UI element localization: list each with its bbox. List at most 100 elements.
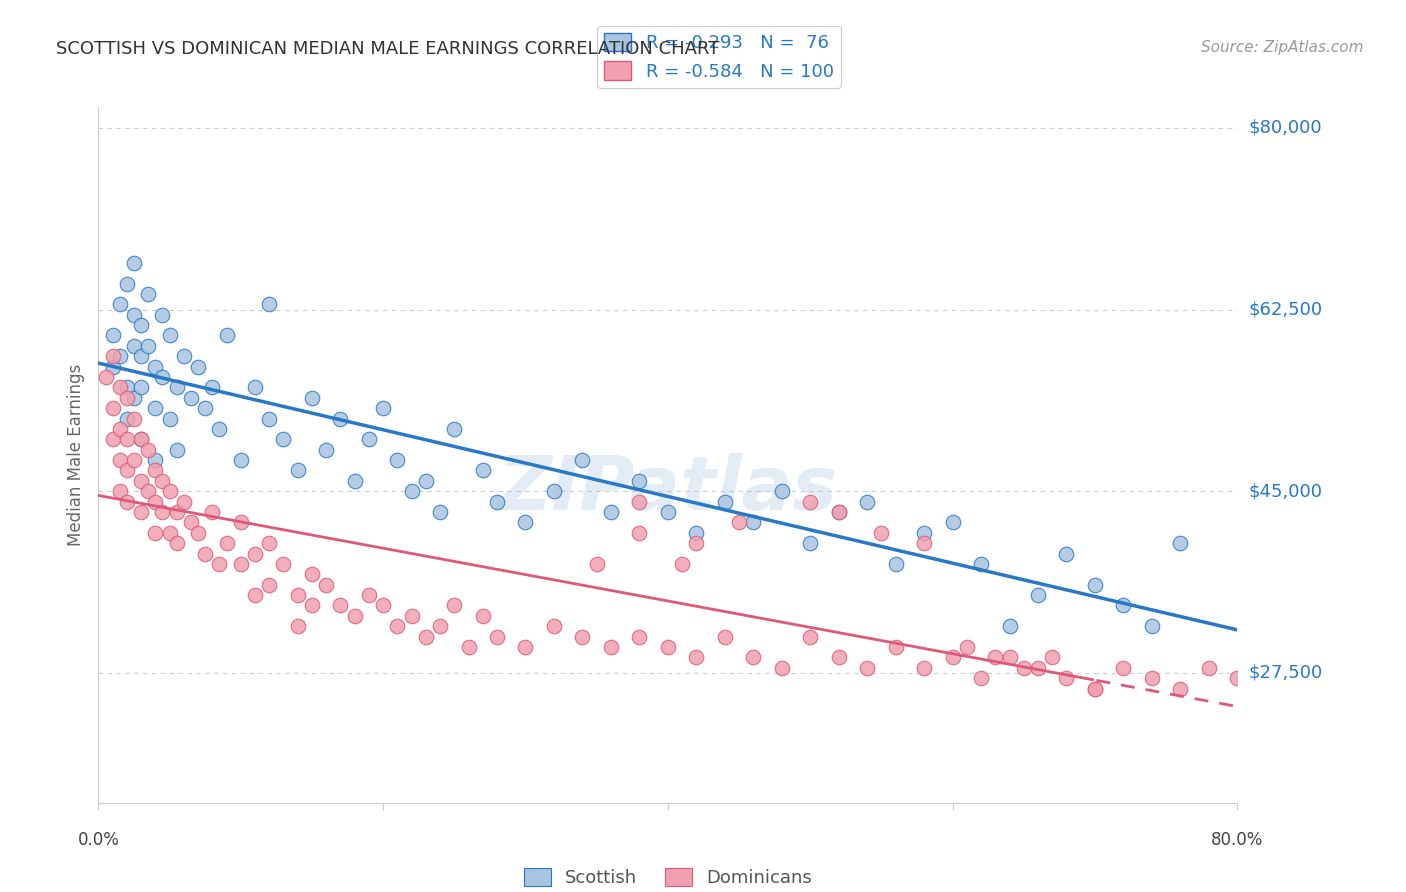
Point: [129, 505, 152, 519]
Point: [685, 536, 707, 550]
Point: [401, 608, 423, 623]
Point: [1026, 588, 1049, 602]
Point: [600, 640, 623, 654]
Point: [145, 525, 167, 540]
Point: [912, 661, 935, 675]
Point: [115, 463, 138, 477]
Point: [180, 516, 202, 530]
Text: 80.0%: 80.0%: [1211, 830, 1264, 848]
Point: [443, 599, 465, 613]
Point: [742, 650, 765, 665]
Point: [1112, 599, 1135, 613]
Point: [229, 557, 252, 571]
Point: [173, 494, 195, 508]
Point: [166, 380, 188, 394]
Point: [443, 422, 465, 436]
Point: [243, 547, 266, 561]
Point: [429, 619, 451, 633]
Point: [115, 411, 138, 425]
Point: [166, 442, 188, 457]
Point: [1056, 547, 1078, 561]
Point: [145, 463, 167, 477]
Point: [770, 661, 793, 675]
Point: [287, 588, 309, 602]
Point: [108, 297, 131, 311]
Point: [543, 484, 565, 499]
Point: [101, 401, 124, 416]
Text: $45,000: $45,000: [1249, 483, 1323, 500]
Point: [129, 349, 152, 363]
Point: [187, 525, 209, 540]
Point: [1170, 536, 1192, 550]
Point: [671, 557, 693, 571]
Point: [159, 484, 181, 499]
Point: [259, 578, 281, 592]
Point: [998, 650, 1021, 665]
Point: [1012, 661, 1035, 675]
Point: [912, 525, 935, 540]
Point: [628, 474, 651, 488]
Point: [243, 588, 266, 602]
Point: [685, 525, 707, 540]
Y-axis label: Median Male Earnings: Median Male Earnings: [66, 364, 84, 546]
Point: [373, 401, 395, 416]
Point: [657, 505, 679, 519]
Point: [101, 328, 124, 343]
Point: [129, 474, 152, 488]
Point: [115, 494, 138, 508]
Point: [329, 411, 352, 425]
Point: [357, 433, 380, 447]
Point: [471, 608, 494, 623]
Point: [101, 433, 124, 447]
Point: [387, 619, 409, 633]
Point: [108, 380, 131, 394]
Point: [1140, 619, 1163, 633]
Point: [970, 671, 993, 685]
Point: [129, 433, 152, 447]
Point: [229, 516, 252, 530]
Point: [1056, 671, 1078, 685]
Point: [956, 640, 979, 654]
Point: [1140, 671, 1163, 685]
Point: [152, 308, 174, 322]
Text: ZIPatlas: ZIPatlas: [498, 453, 838, 526]
Point: [122, 256, 145, 270]
Point: [145, 453, 167, 467]
Point: [628, 525, 651, 540]
Point: [159, 411, 181, 425]
Point: [115, 277, 138, 291]
Point: [856, 494, 879, 508]
Point: [799, 536, 821, 550]
Text: Source: ZipAtlas.com: Source: ZipAtlas.com: [1201, 40, 1364, 55]
Point: [828, 505, 851, 519]
Point: [343, 474, 366, 488]
Point: [486, 630, 509, 644]
Point: [115, 380, 138, 394]
Point: [159, 525, 181, 540]
Point: [187, 359, 209, 374]
Point: [166, 505, 188, 519]
Point: [201, 505, 224, 519]
Point: [115, 433, 138, 447]
Point: [984, 650, 1007, 665]
Point: [828, 650, 851, 665]
Point: [108, 484, 131, 499]
Point: [152, 474, 174, 488]
Point: [273, 433, 295, 447]
Point: [129, 318, 152, 332]
Point: [243, 380, 266, 394]
Text: $27,500: $27,500: [1249, 664, 1323, 682]
Point: [543, 619, 565, 633]
Text: SCOTTISH VS DOMINICAN MEDIAN MALE EARNINGS CORRELATION CHART: SCOTTISH VS DOMINICAN MEDIAN MALE EARNIN…: [56, 40, 720, 58]
Point: [287, 619, 309, 633]
Point: [229, 453, 252, 467]
Point: [373, 599, 395, 613]
Point: [136, 484, 159, 499]
Point: [136, 339, 159, 353]
Point: [145, 401, 167, 416]
Point: [1084, 681, 1107, 696]
Point: [259, 297, 281, 311]
Point: [329, 599, 352, 613]
Point: [998, 619, 1021, 633]
Point: [315, 578, 337, 592]
